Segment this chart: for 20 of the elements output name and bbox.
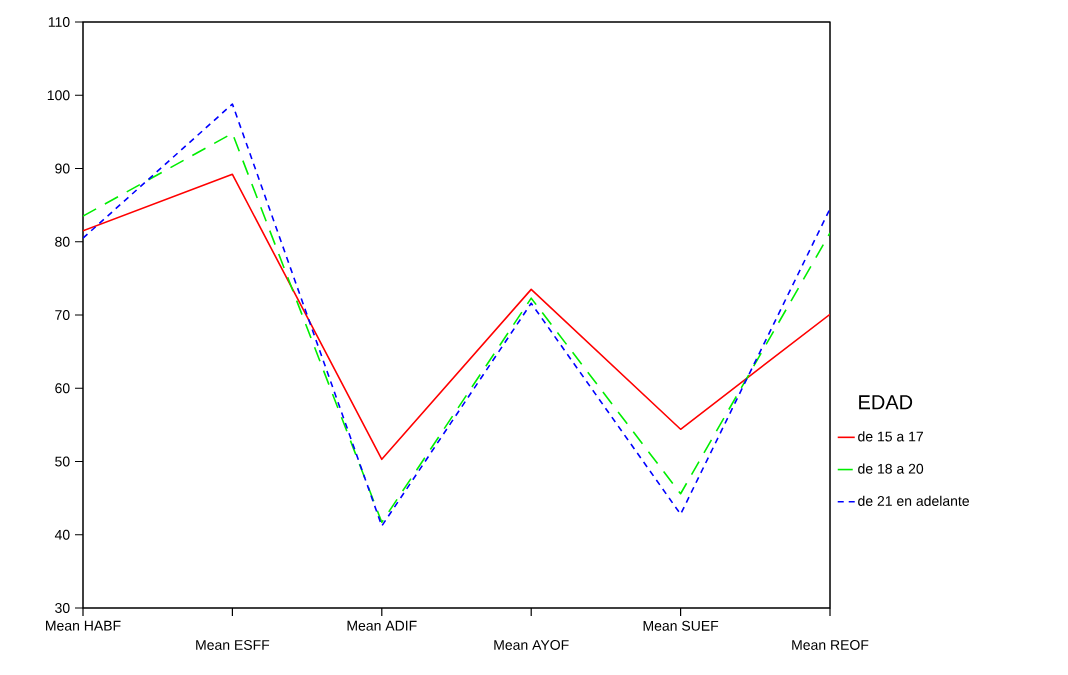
y-tick-label: 90 — [55, 163, 70, 174]
x-tick-label: Mean REOF — [792, 639, 869, 650]
y-tick-label: 50 — [55, 456, 70, 467]
x-tick-label: Mean SUEF — [643, 620, 719, 631]
legend-label: de 21 en adelante — [858, 495, 969, 506]
line-series — [83, 173, 830, 461]
x-tick-label: Mean AYOF — [494, 639, 569, 650]
x-tick-label: Mean ESFF — [196, 639, 270, 650]
y-tick-label: 80 — [55, 236, 70, 247]
legend-label: de 18 a 20 — [858, 463, 924, 474]
x-tick-label: Mean ADIF — [347, 620, 417, 631]
y-tick-label: 100 — [47, 90, 70, 101]
y-tick-label: 60 — [55, 383, 70, 394]
y-tick-label: 40 — [54, 529, 70, 540]
y-tick-label: 70 — [55, 310, 70, 320]
x-tick-label: Mean HABF — [46, 620, 121, 631]
y-tick-label: 110 — [48, 17, 70, 27]
y-tick-label: 30 — [55, 603, 70, 613]
legend-label: de 15 a 17 — [858, 431, 923, 442]
legend-title: EDAD — [859, 395, 913, 410]
